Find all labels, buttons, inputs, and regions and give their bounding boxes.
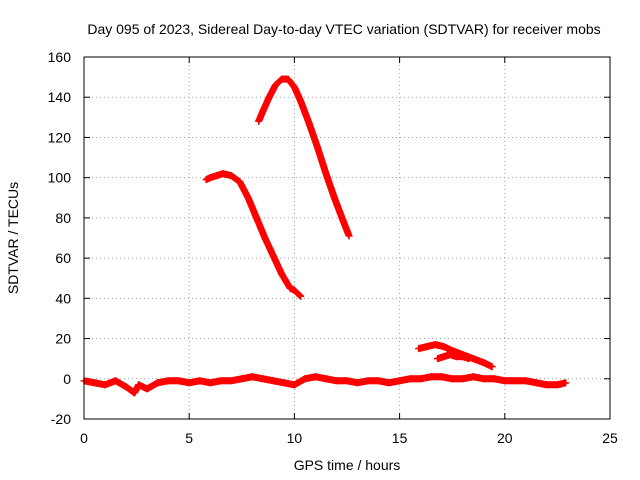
y-tick-label: 100	[48, 170, 72, 186]
y-tick-label: 20	[55, 331, 71, 347]
x-tick-label: 10	[287, 430, 303, 446]
series-arc-4	[433, 351, 473, 363]
y-tick-label: 60	[55, 250, 71, 266]
x-axis-label: GPS time / hours	[294, 457, 401, 473]
plot-frame	[83, 56, 611, 420]
axis-ticks: 0 5 10 15 20 25 -20 0 20 40 60 80 100 120 140 160	[48, 49, 618, 446]
x-tick-label: 20	[497, 430, 513, 446]
series-arc-1	[202, 170, 305, 300]
data-point	[465, 355, 473, 363]
grid	[84, 57, 610, 419]
series-arc-2	[255, 75, 353, 240]
y-tick-label: 40	[55, 290, 71, 306]
data-point	[345, 232, 353, 240]
x-tick-label: 5	[185, 430, 193, 446]
y-tick-label: 0	[63, 371, 71, 387]
y-tick-label: 140	[48, 89, 72, 105]
y-tick-label: 80	[55, 210, 71, 226]
y-axis-label: SDTVAR / TECUs	[5, 182, 21, 294]
data-point	[297, 292, 305, 300]
x-tick-label: 0	[80, 430, 88, 446]
x-tick-label: 25	[602, 430, 618, 446]
series-baseline	[80, 373, 570, 397]
data-point	[562, 379, 570, 387]
y-tick-label: -20	[51, 411, 71, 427]
x-tick-label: 15	[392, 430, 408, 446]
y-tick-label: 120	[48, 129, 72, 145]
data-point	[488, 363, 496, 371]
data-points	[80, 75, 570, 397]
chart-title: Day 095 of 2023, Sidereal Day-to-day VTE…	[87, 21, 600, 37]
y-tick-label: 160	[48, 49, 72, 65]
